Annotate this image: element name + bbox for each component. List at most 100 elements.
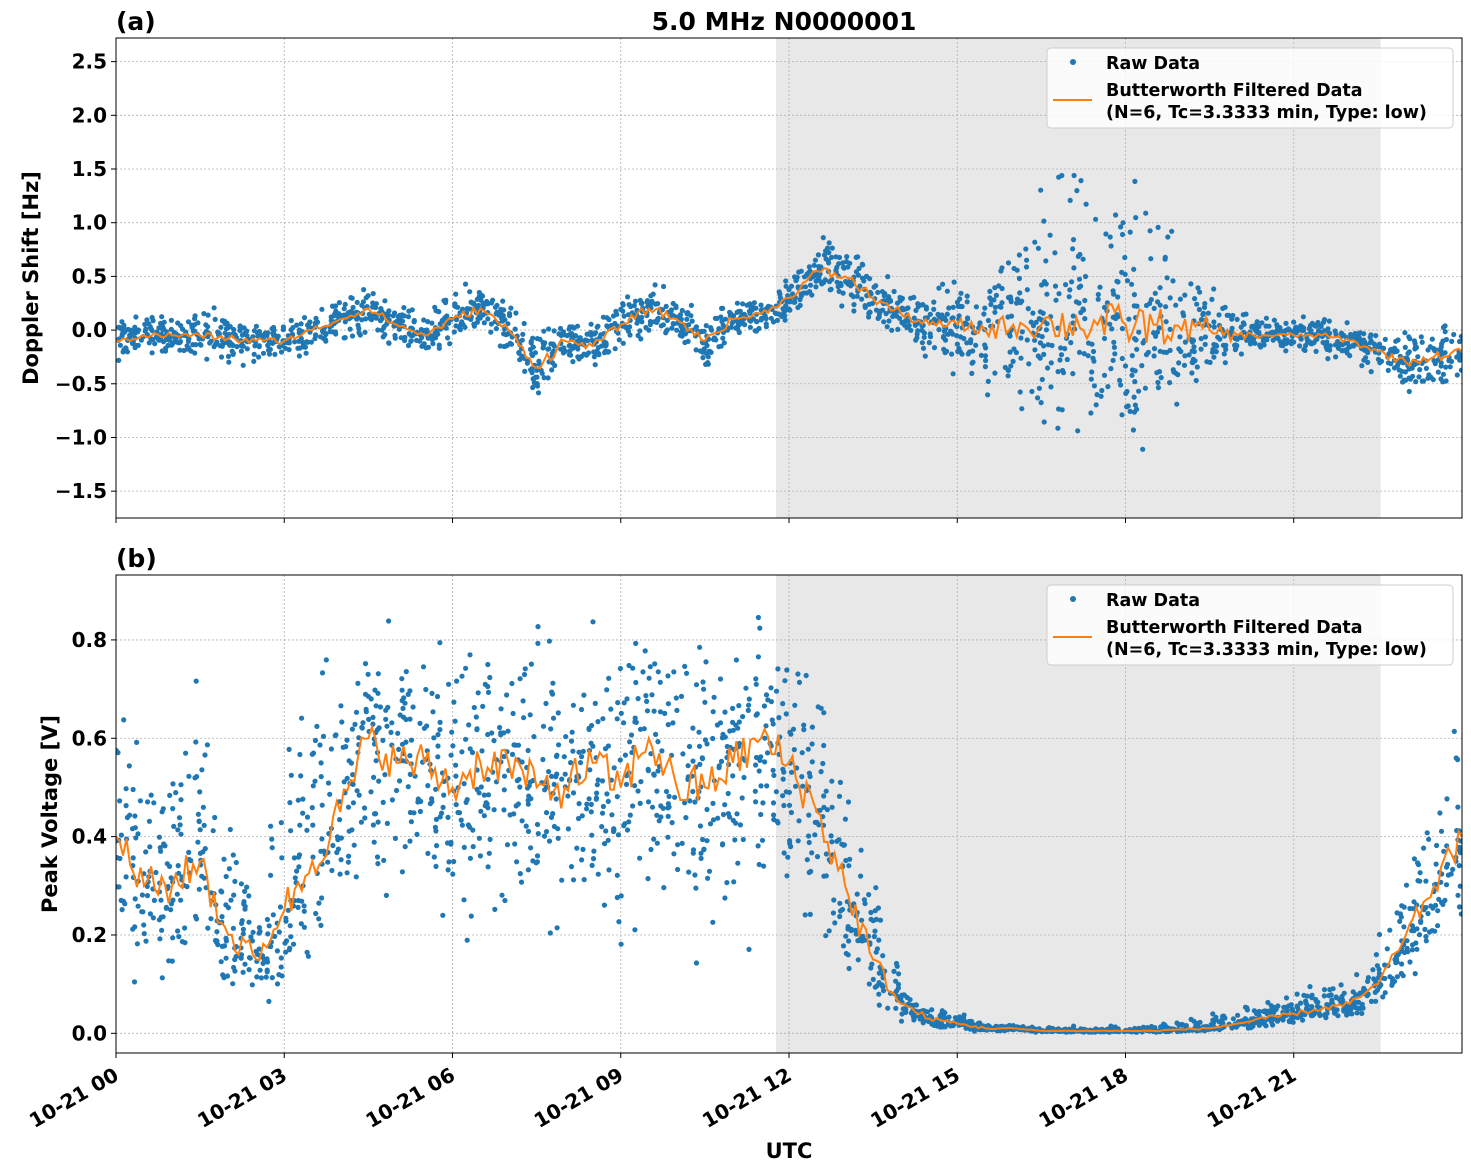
raw-data-point	[725, 811, 732, 817]
raw-data-point	[1167, 380, 1173, 386]
raw-data-point	[1306, 339, 1312, 345]
raw-data-point	[240, 926, 246, 933]
raw-data-point	[501, 773, 508, 779]
panel-a: −1.5−1.0−0.50.00.51.01.52.02.5(a)Doppler…	[19, 7, 1463, 523]
raw-data-point	[519, 759, 525, 765]
raw-data-point	[225, 905, 231, 911]
raw-data-point	[132, 324, 138, 330]
raw-data-point	[801, 290, 807, 296]
raw-data-point	[728, 324, 734, 330]
raw-data-point	[319, 895, 325, 901]
raw-data-point	[1213, 1014, 1219, 1021]
raw-data-point	[982, 305, 988, 311]
raw-data-point	[1447, 364, 1453, 370]
raw-data-point	[632, 783, 638, 789]
raw-data-point	[1333, 354, 1339, 360]
raw-data-point	[1406, 334, 1412, 340]
raw-data-point	[287, 923, 293, 929]
y-tick-label: 2.0	[72, 103, 107, 127]
raw-data-point	[931, 345, 938, 351]
raw-data-point	[1297, 343, 1303, 349]
raw-data-point	[580, 748, 586, 755]
raw-data-point	[961, 335, 967, 342]
raw-data-point	[700, 679, 706, 685]
raw-data-point	[328, 746, 334, 752]
raw-data-point	[227, 826, 233, 833]
raw-data-point	[1298, 1000, 1304, 1006]
raw-data-point	[1064, 356, 1070, 363]
raw-data-point	[1122, 254, 1128, 261]
raw-data-point	[732, 837, 738, 843]
raw-data-point	[1017, 290, 1023, 296]
raw-data-point	[618, 941, 624, 947]
raw-data-point	[649, 804, 656, 810]
raw-data-point	[630, 803, 636, 809]
raw-data-point	[299, 715, 305, 721]
raw-data-point	[232, 878, 238, 885]
raw-data-point	[550, 715, 557, 721]
raw-data-point	[260, 960, 266, 967]
raw-data-point	[1309, 995, 1315, 1001]
raw-data-point	[758, 302, 764, 308]
raw-data-point	[690, 725, 696, 731]
raw-data-point	[1370, 967, 1376, 973]
raw-data-point	[654, 840, 660, 846]
raw-data-point	[759, 837, 766, 843]
raw-data-point	[1190, 338, 1196, 344]
raw-data-point	[1410, 906, 1416, 912]
raw-data-point	[781, 850, 787, 856]
raw-data-point	[1229, 316, 1235, 322]
raw-data-point	[1118, 382, 1124, 388]
raw-data-point	[813, 284, 819, 290]
raw-data-point	[956, 1014, 963, 1020]
raw-data-point	[531, 734, 537, 740]
raw-data-point	[782, 313, 788, 319]
raw-data-point	[832, 920, 838, 926]
raw-data-point	[450, 871, 456, 877]
raw-data-point	[459, 749, 465, 755]
raw-data-point	[1388, 346, 1394, 352]
raw-data-point	[319, 802, 325, 808]
raw-data-point	[405, 314, 412, 320]
raw-data-point	[445, 335, 451, 341]
x-tick-label: 10-21 09	[530, 1063, 628, 1133]
raw-data-point	[1394, 959, 1400, 965]
raw-data-point	[355, 315, 361, 321]
raw-data-point	[1122, 363, 1129, 369]
raw-data-point	[617, 757, 623, 763]
raw-data-point	[487, 674, 493, 681]
raw-data-point	[701, 846, 707, 852]
raw-data-point	[546, 838, 553, 844]
raw-data-point	[1076, 349, 1083, 355]
raw-data-point	[405, 784, 411, 790]
raw-data-point	[730, 705, 736, 712]
raw-data-point	[1018, 355, 1024, 361]
raw-data-point	[861, 278, 867, 284]
raw-data-point	[1055, 425, 1061, 431]
raw-data-point	[678, 693, 685, 700]
raw-data-point	[651, 772, 657, 778]
raw-data-point	[314, 723, 320, 730]
raw-data-point	[384, 820, 390, 827]
raw-data-point	[487, 836, 493, 843]
raw-data-point	[632, 719, 638, 725]
raw-data-point	[762, 313, 768, 319]
raw-data-point	[274, 981, 281, 987]
raw-data-point	[1048, 384, 1054, 390]
raw-data-point	[477, 853, 483, 859]
raw-data-point	[604, 791, 610, 797]
raw-data-point	[648, 300, 654, 307]
raw-data-point	[1194, 364, 1200, 370]
raw-data-point	[710, 709, 716, 715]
raw-data-point	[1423, 365, 1429, 371]
raw-data-point	[1417, 367, 1423, 373]
raw-data-point	[661, 283, 667, 290]
raw-data-point	[1304, 1002, 1310, 1008]
y-tick-label: 1.5	[72, 157, 107, 181]
raw-data-point	[776, 715, 782, 721]
x-tick-label: 10-21 06	[361, 1063, 459, 1133]
raw-data-point	[1314, 1003, 1321, 1009]
raw-data-point	[520, 331, 526, 337]
raw-data-point	[417, 808, 423, 815]
raw-data-point	[1229, 325, 1235, 331]
